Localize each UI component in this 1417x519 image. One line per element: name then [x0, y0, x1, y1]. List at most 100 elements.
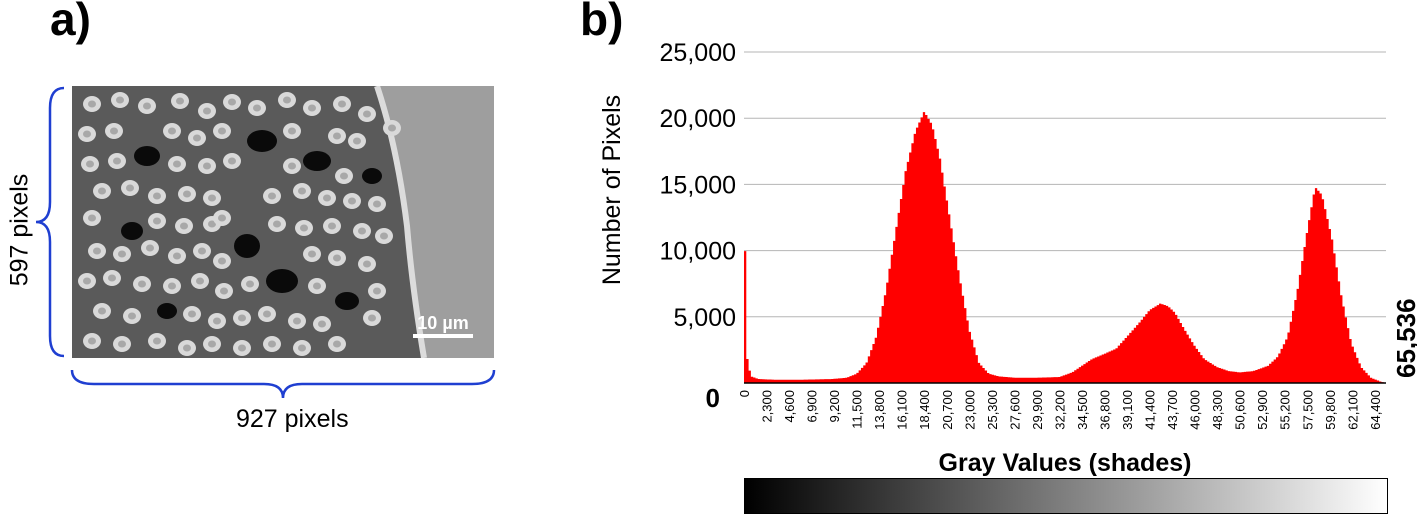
- particle-core: [328, 222, 336, 230]
- micrograph-outer-region: [377, 86, 494, 358]
- particle-core: [348, 197, 356, 205]
- gray-gradient-bar: [744, 478, 1388, 514]
- x-tick-label: 32,200: [1052, 390, 1067, 430]
- micrograph-voids: [121, 130, 382, 319]
- particle-core: [380, 232, 388, 240]
- x-axis-title: Gray Values (shades): [939, 449, 1192, 477]
- x-tick-label: 20,700: [940, 390, 955, 430]
- y-tick-label: 10,000: [660, 238, 736, 266]
- particle-core: [153, 217, 161, 225]
- particle-core: [203, 162, 211, 170]
- particle-core: [203, 107, 211, 115]
- x-tick-label: 39,100: [1120, 390, 1135, 430]
- particle-core: [228, 98, 236, 106]
- particle-core: [108, 274, 116, 282]
- micrograph-image: 10 µm: [72, 86, 494, 358]
- particle-core: [293, 317, 301, 325]
- particle-core: [268, 192, 276, 200]
- x-tick-label: 0: [737, 390, 752, 397]
- particle-core: [363, 260, 371, 268]
- particle-core: [83, 277, 91, 285]
- particle-core: [146, 244, 154, 252]
- particle-core: [110, 127, 118, 135]
- particle-core: [246, 280, 254, 288]
- particle-core: [253, 104, 261, 112]
- x-tick-label: 50,600: [1233, 390, 1248, 430]
- particle-core: [358, 227, 366, 235]
- x-tick-label: 59,800: [1323, 390, 1338, 430]
- particle-core: [288, 162, 296, 170]
- particle-core: [373, 200, 381, 208]
- y-zero-label: 0: [706, 383, 720, 413]
- particle-core: [118, 250, 126, 258]
- y-tick-labels: 5,000 10,000 15,000 20,000 25,000: [660, 39, 736, 332]
- micrograph-particles: [78, 92, 401, 356]
- particle-core: [218, 127, 226, 135]
- x-tick-label: 36,800: [1098, 390, 1113, 430]
- particle-core: [98, 307, 106, 315]
- x-tick-label: 2,300: [760, 390, 775, 423]
- particle-core: [173, 160, 181, 168]
- particle-core: [228, 157, 236, 165]
- particle-core: [183, 344, 191, 352]
- width-brace: [70, 369, 496, 399]
- particle-core: [126, 184, 134, 192]
- particle-core: [113, 157, 121, 165]
- particle-core: [198, 247, 206, 255]
- particle-core: [300, 224, 308, 232]
- particle-core: [298, 344, 306, 352]
- particle-core: [218, 214, 226, 222]
- scale-bar-label: 10 µm: [417, 313, 468, 333]
- x-tick-label: 41,400: [1143, 390, 1158, 430]
- particle-core: [93, 247, 101, 255]
- histogram-area-series-1: [744, 112, 1386, 384]
- particle-core: [263, 310, 271, 318]
- particle-core: [313, 282, 321, 290]
- x-tick-label: 48,300: [1210, 390, 1225, 430]
- particle-core: [318, 320, 326, 328]
- x-tick-label: 25,300: [985, 390, 1000, 430]
- x-tick-label: 34,500: [1075, 390, 1090, 430]
- particle-core: [340, 172, 348, 180]
- particle-core: [308, 250, 316, 258]
- x-tick-label: 4,600: [782, 390, 797, 423]
- x-tick-label: 57,500: [1300, 390, 1315, 430]
- y-tick-label: 20,000: [660, 105, 736, 133]
- particle-core: [173, 252, 181, 260]
- particle-core: [338, 100, 346, 108]
- panel-a-label: a): [50, 0, 91, 45]
- particle-core: [218, 257, 226, 265]
- y-gridlines: [744, 51, 1386, 318]
- particle-core: [213, 317, 221, 325]
- y-axis-title: Number of Pixels: [598, 95, 626, 285]
- particle-core: [98, 187, 106, 195]
- particle-core: [208, 194, 216, 202]
- width-label: 927 pixels: [236, 405, 349, 433]
- x-tick-label: 64,400: [1368, 390, 1383, 430]
- height-brace: [35, 86, 65, 358]
- particle-core: [88, 337, 96, 345]
- particle-core: [183, 190, 191, 198]
- x-tick-label: 6,900: [805, 390, 820, 423]
- x-tick-label: 9,200: [827, 390, 842, 423]
- particle-core: [188, 310, 196, 318]
- particle-core: [288, 127, 296, 135]
- x-tick-label: 27,600: [1007, 390, 1022, 430]
- x-tick-label: 23,000: [962, 390, 977, 430]
- particle-core: [388, 124, 396, 132]
- particle-core: [238, 314, 246, 322]
- particle-core: [333, 132, 341, 140]
- particle-core: [153, 192, 161, 200]
- particle-core: [273, 220, 281, 228]
- particle-core: [138, 280, 146, 288]
- particle-core: [153, 337, 161, 345]
- particle-core: [333, 340, 341, 348]
- particle-core: [208, 340, 216, 348]
- x-tick-label: 11,500: [850, 390, 865, 429]
- particle-core: [238, 344, 246, 352]
- particle-core: [88, 100, 96, 108]
- x-tick-label: 52,900: [1255, 390, 1270, 430]
- particle-core: [168, 127, 176, 135]
- particle-core: [208, 220, 216, 228]
- particle-core: [363, 110, 371, 118]
